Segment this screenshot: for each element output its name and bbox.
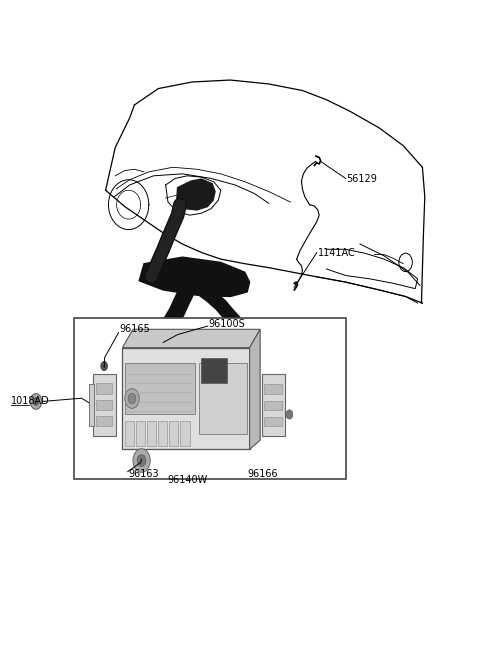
Text: 1018AD: 1018AD: [11, 396, 49, 407]
Bar: [264, 384, 282, 394]
Circle shape: [128, 393, 136, 403]
Circle shape: [133, 449, 150, 472]
Text: 96166: 96166: [247, 468, 278, 479]
Bar: [180, 420, 190, 446]
Text: 96100S: 96100S: [209, 319, 246, 329]
Circle shape: [30, 394, 42, 409]
Bar: [147, 420, 156, 446]
Bar: [89, 384, 94, 426]
Polygon shape: [122, 329, 260, 348]
Polygon shape: [139, 257, 250, 297]
Text: 1141AC: 1141AC: [318, 247, 356, 258]
Bar: [125, 420, 134, 446]
Bar: [264, 401, 282, 410]
Bar: [158, 420, 168, 446]
Bar: [199, 363, 247, 434]
Circle shape: [286, 410, 293, 419]
Text: 96165: 96165: [119, 324, 150, 335]
Text: 96140W: 96140W: [167, 475, 207, 485]
Bar: [122, 348, 250, 449]
Polygon shape: [250, 329, 260, 449]
Text: 56129: 56129: [347, 174, 377, 184]
Bar: [136, 420, 145, 446]
Bar: [96, 416, 112, 426]
Bar: [74, 318, 346, 479]
Bar: [169, 420, 179, 446]
Bar: [93, 374, 116, 436]
Text: 96163: 96163: [128, 468, 159, 479]
Bar: [264, 417, 282, 426]
Circle shape: [101, 361, 108, 371]
Bar: [262, 374, 285, 436]
Polygon shape: [177, 179, 215, 210]
Bar: [96, 383, 112, 394]
Circle shape: [33, 398, 39, 405]
Circle shape: [125, 388, 139, 408]
Bar: [201, 358, 227, 383]
Circle shape: [137, 455, 146, 466]
Bar: [96, 400, 112, 410]
Bar: [125, 363, 195, 414]
